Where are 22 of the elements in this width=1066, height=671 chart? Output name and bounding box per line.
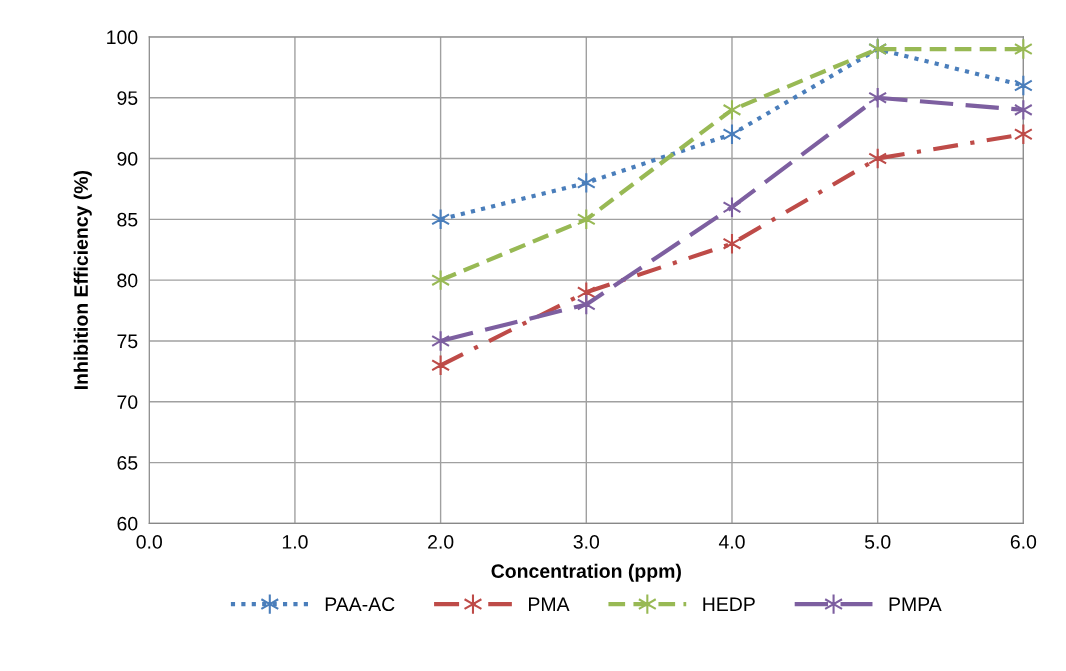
y-tick-label: 90	[117, 151, 138, 166]
y-tick-label: 85	[117, 212, 138, 227]
legend-label: PMPA	[889, 597, 942, 611]
y-tick-label: 60	[117, 516, 138, 531]
x-tick-label: 6.0	[1010, 535, 1037, 549]
x-tick-label: 5.0	[864, 535, 891, 549]
y-tick-label: 70	[117, 395, 138, 409]
y-tick-label: 75	[117, 334, 138, 349]
y-tick-label: 80	[117, 273, 138, 288]
legend-label: HEDP	[703, 597, 755, 611]
x-tick-label: 3.0	[573, 535, 600, 549]
legend-label: PMA	[529, 597, 570, 611]
y-tick-label: 100	[107, 30, 138, 45]
y-axis-title: Inhibition Efficiency (%)	[73, 170, 92, 390]
x-tick-label: 0.0	[136, 535, 162, 549]
x-axis-title: Concentration (ppm)	[491, 563, 681, 582]
y-tick-label: 95	[117, 91, 138, 105]
y-tick-label: 65	[117, 456, 138, 470]
legend-label: PAA-AC	[325, 597, 395, 612]
x-tick-label: 2.0	[428, 535, 454, 549]
x-tick-label: 4.0	[718, 535, 745, 549]
x-tick-label: 1.0	[282, 535, 308, 549]
